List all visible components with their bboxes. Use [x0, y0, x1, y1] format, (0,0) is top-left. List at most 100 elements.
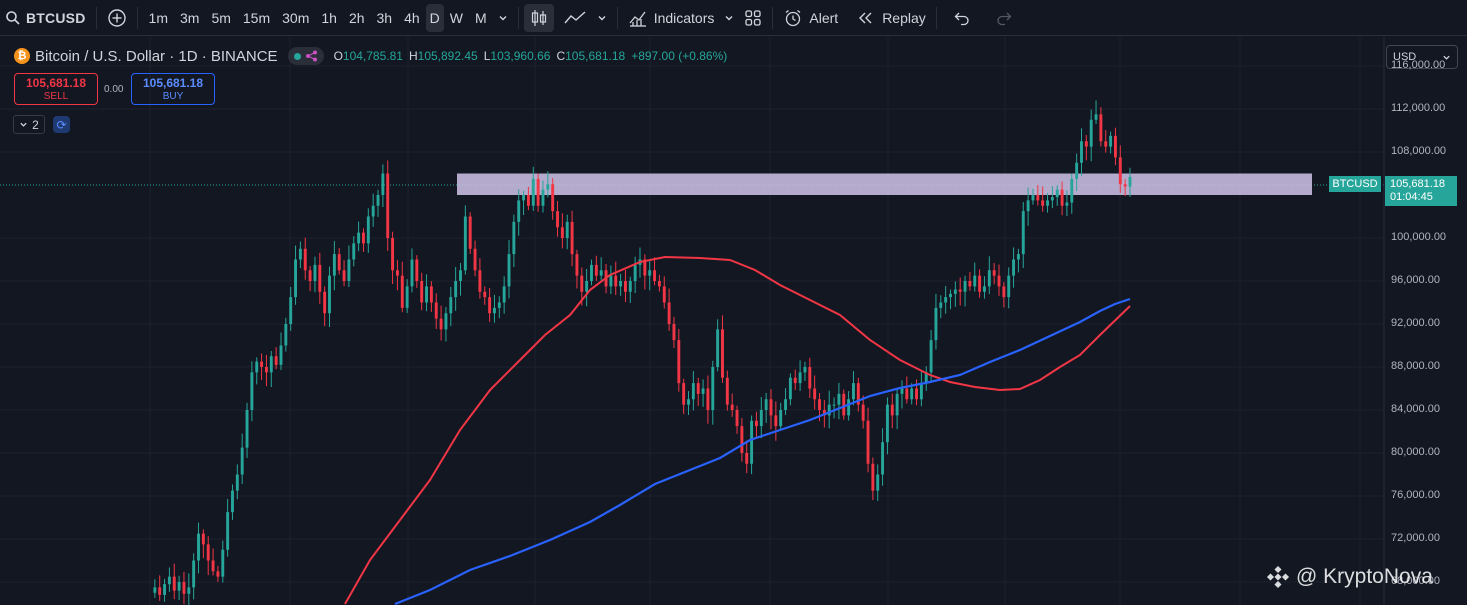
interval-30m[interactable]: 30m	[282, 9, 310, 26]
candle-body	[643, 259, 647, 276]
alert-label: Alert	[809, 9, 839, 26]
market-status-pill[interactable]	[287, 47, 324, 65]
candle-body	[672, 324, 676, 341]
candle-body	[429, 286, 433, 303]
price-change: +897.00 (+0.86%)	[631, 49, 727, 63]
candle-body	[1055, 189, 1059, 198]
compare-symbol-button[interactable]	[102, 4, 132, 32]
last-price-tag: 105,681.18 01:04:45	[1385, 176, 1457, 206]
price-axis-tick: 76,000.00	[1391, 489, 1440, 501]
candle-body	[400, 275, 404, 308]
candle-body	[861, 404, 865, 421]
candle-body	[784, 399, 787, 410]
candle-body	[852, 383, 855, 400]
currency-select[interactable]: USD	[1386, 45, 1458, 69]
watermark-text: @ KryptoNova	[1296, 565, 1433, 588]
refresh-icon[interactable]: ⟳	[53, 116, 70, 133]
candle-body	[294, 259, 297, 298]
candle-body	[1036, 195, 1040, 201]
interval-dropdown-button[interactable]	[493, 4, 513, 32]
candle-body	[978, 275, 982, 292]
high-label: H	[408, 49, 418, 63]
redo-button[interactable]	[990, 4, 1018, 32]
candle-body	[308, 270, 312, 281]
interval-3h[interactable]: 3h	[376, 9, 393, 26]
candle-body	[522, 195, 526, 201]
candle-body	[371, 205, 375, 217]
candle-body	[973, 275, 977, 287]
interval-4h[interactable]: 4h	[404, 9, 420, 26]
candle-body	[512, 221, 516, 255]
candle-body	[779, 410, 783, 427]
sell-button[interactable]: 105,681.18 SELL	[14, 73, 98, 105]
candle-body	[250, 372, 254, 410]
symbol-search-button[interactable]: BTCUSD	[0, 4, 91, 32]
layouts-button[interactable]	[739, 4, 767, 32]
candle-body	[352, 243, 356, 260]
candle-body	[910, 388, 914, 400]
candle-body	[507, 254, 511, 287]
high-value: 105,892.45	[417, 49, 478, 63]
interval-5m[interactable]: 5m	[211, 9, 231, 26]
candle-body	[1075, 162, 1079, 179]
candle-body	[211, 560, 215, 572]
symbol-title[interactable]: Bitcoin / U.S. Dollar · 1D · BINANCE	[35, 47, 278, 65]
chart-type-dropdown-button[interactable]	[592, 4, 612, 32]
candle-body	[187, 587, 191, 594]
ohlc-close: C105,681.18	[556, 49, 625, 63]
candle-body	[163, 584, 167, 595]
candle-body	[468, 216, 472, 249]
candle-body	[953, 289, 957, 294]
candle-body	[313, 264, 317, 281]
indicators-icon	[629, 11, 646, 27]
price-chart[interactable]	[0, 37, 1467, 605]
candle-body	[764, 399, 768, 410]
indicators-button[interactable]: Indicators	[623, 4, 720, 32]
alert-button[interactable]: Alert	[778, 4, 843, 32]
chart-pane[interactable]	[0, 37, 1467, 605]
search-icon	[6, 10, 20, 25]
candle-body	[264, 367, 268, 373]
indicators-toggle[interactable]: 2	[13, 115, 45, 134]
interval-1h[interactable]: 1h	[321, 9, 337, 26]
candle-body	[798, 372, 802, 384]
candle-body	[172, 576, 176, 591]
candle-body	[585, 281, 589, 292]
candle-body	[876, 474, 880, 491]
candle-body	[750, 420, 754, 464]
indicators-dropdown-button[interactable]	[719, 4, 739, 32]
interval-w[interactable]: W	[449, 9, 464, 26]
candle-body	[696, 383, 700, 394]
divider	[772, 6, 774, 29]
candle-body	[395, 270, 399, 276]
candle-body	[881, 442, 885, 475]
redo-icon	[997, 12, 1012, 25]
candle-body	[153, 587, 157, 593]
candle-body	[221, 549, 225, 577]
candle-body	[934, 307, 938, 341]
candle-body	[517, 200, 521, 222]
candle-body	[701, 388, 705, 394]
candle-body	[725, 377, 729, 405]
interval-2h[interactable]: 2h	[348, 9, 365, 26]
candle-body	[682, 383, 686, 405]
interval-m[interactable]: M	[475, 9, 487, 26]
close-label: C	[556, 49, 566, 63]
divider	[935, 6, 937, 29]
candle-body	[463, 216, 467, 271]
candle-body	[735, 410, 739, 427]
candle-body	[541, 189, 545, 206]
sell-label: SELL	[43, 91, 69, 102]
interval-d[interactable]: D	[425, 3, 444, 32]
candle-body	[366, 216, 370, 244]
undo-button[interactable]	[948, 4, 976, 32]
interval-group: 1m 3m 5m 15m 30m 1h 2h 3h 4h D W M	[143, 3, 493, 32]
buy-button[interactable]: 105,681.18 BUY	[131, 73, 215, 105]
replay-button[interactable]: Replay	[851, 4, 931, 32]
line-chart-type-button[interactable]	[558, 4, 592, 32]
candles-chart-type-button[interactable]	[523, 3, 554, 32]
interval-3m[interactable]: 3m	[179, 9, 200, 26]
interval-1m[interactable]: 1m	[148, 9, 168, 26]
interval-15m[interactable]: 15m	[242, 9, 271, 26]
candle-body	[1080, 141, 1083, 163]
